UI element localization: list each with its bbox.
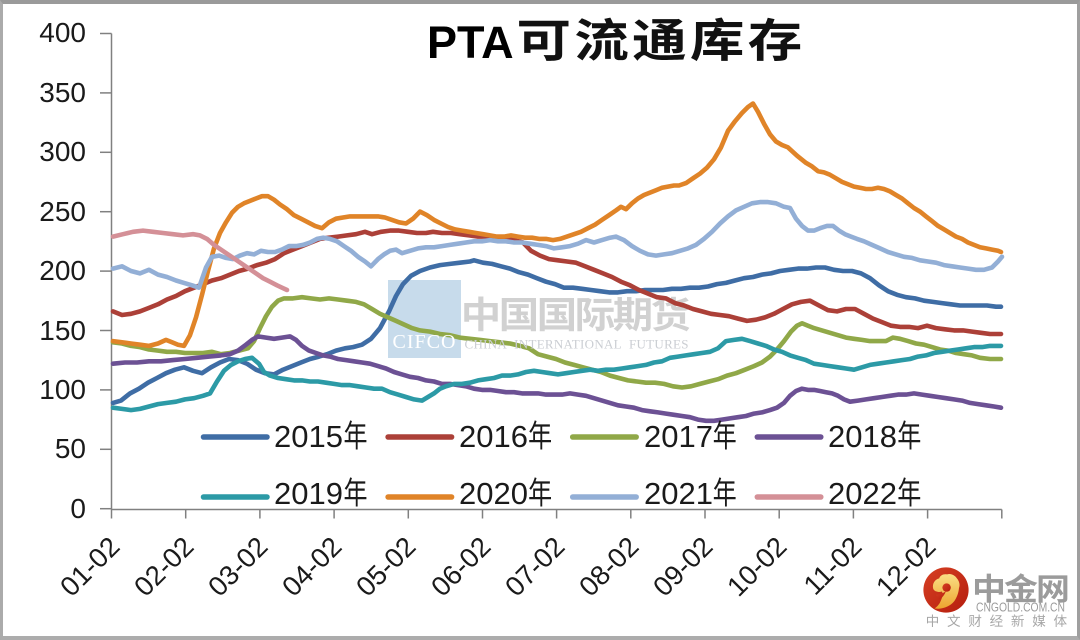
- svg-text:CNGOLD.COM.CN: CNGOLD.COM.CN: [976, 601, 1065, 615]
- svg-text:CHINA INTERNATIONAL FUTURES: CHINA INTERNATIONAL FUTURES: [465, 337, 689, 352]
